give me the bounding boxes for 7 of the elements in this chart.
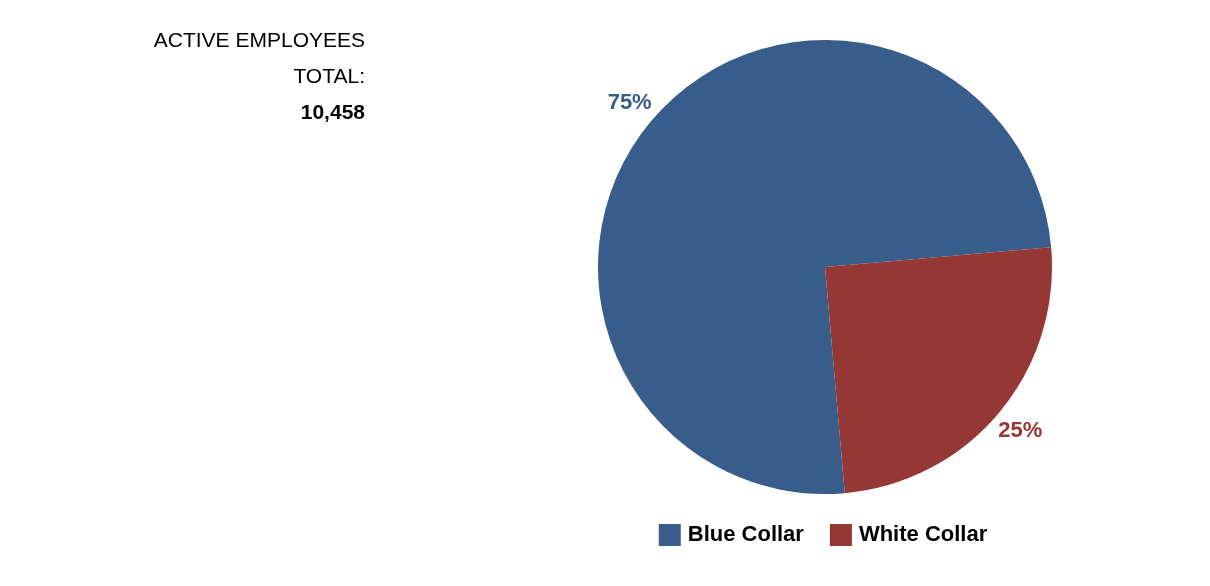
text: 10,458: [299, 99, 365, 125]
data-label: 25%: [998, 416, 1043, 442]
text: ACTIVE EMPLOYEES: [152, 27, 365, 53]
legend-label: White Collar: [858, 521, 988, 547]
legend-label: Blue Collar: [687, 521, 805, 547]
text: TOTAL:: [292, 63, 365, 89]
data-label: 75%: [607, 89, 652, 115]
